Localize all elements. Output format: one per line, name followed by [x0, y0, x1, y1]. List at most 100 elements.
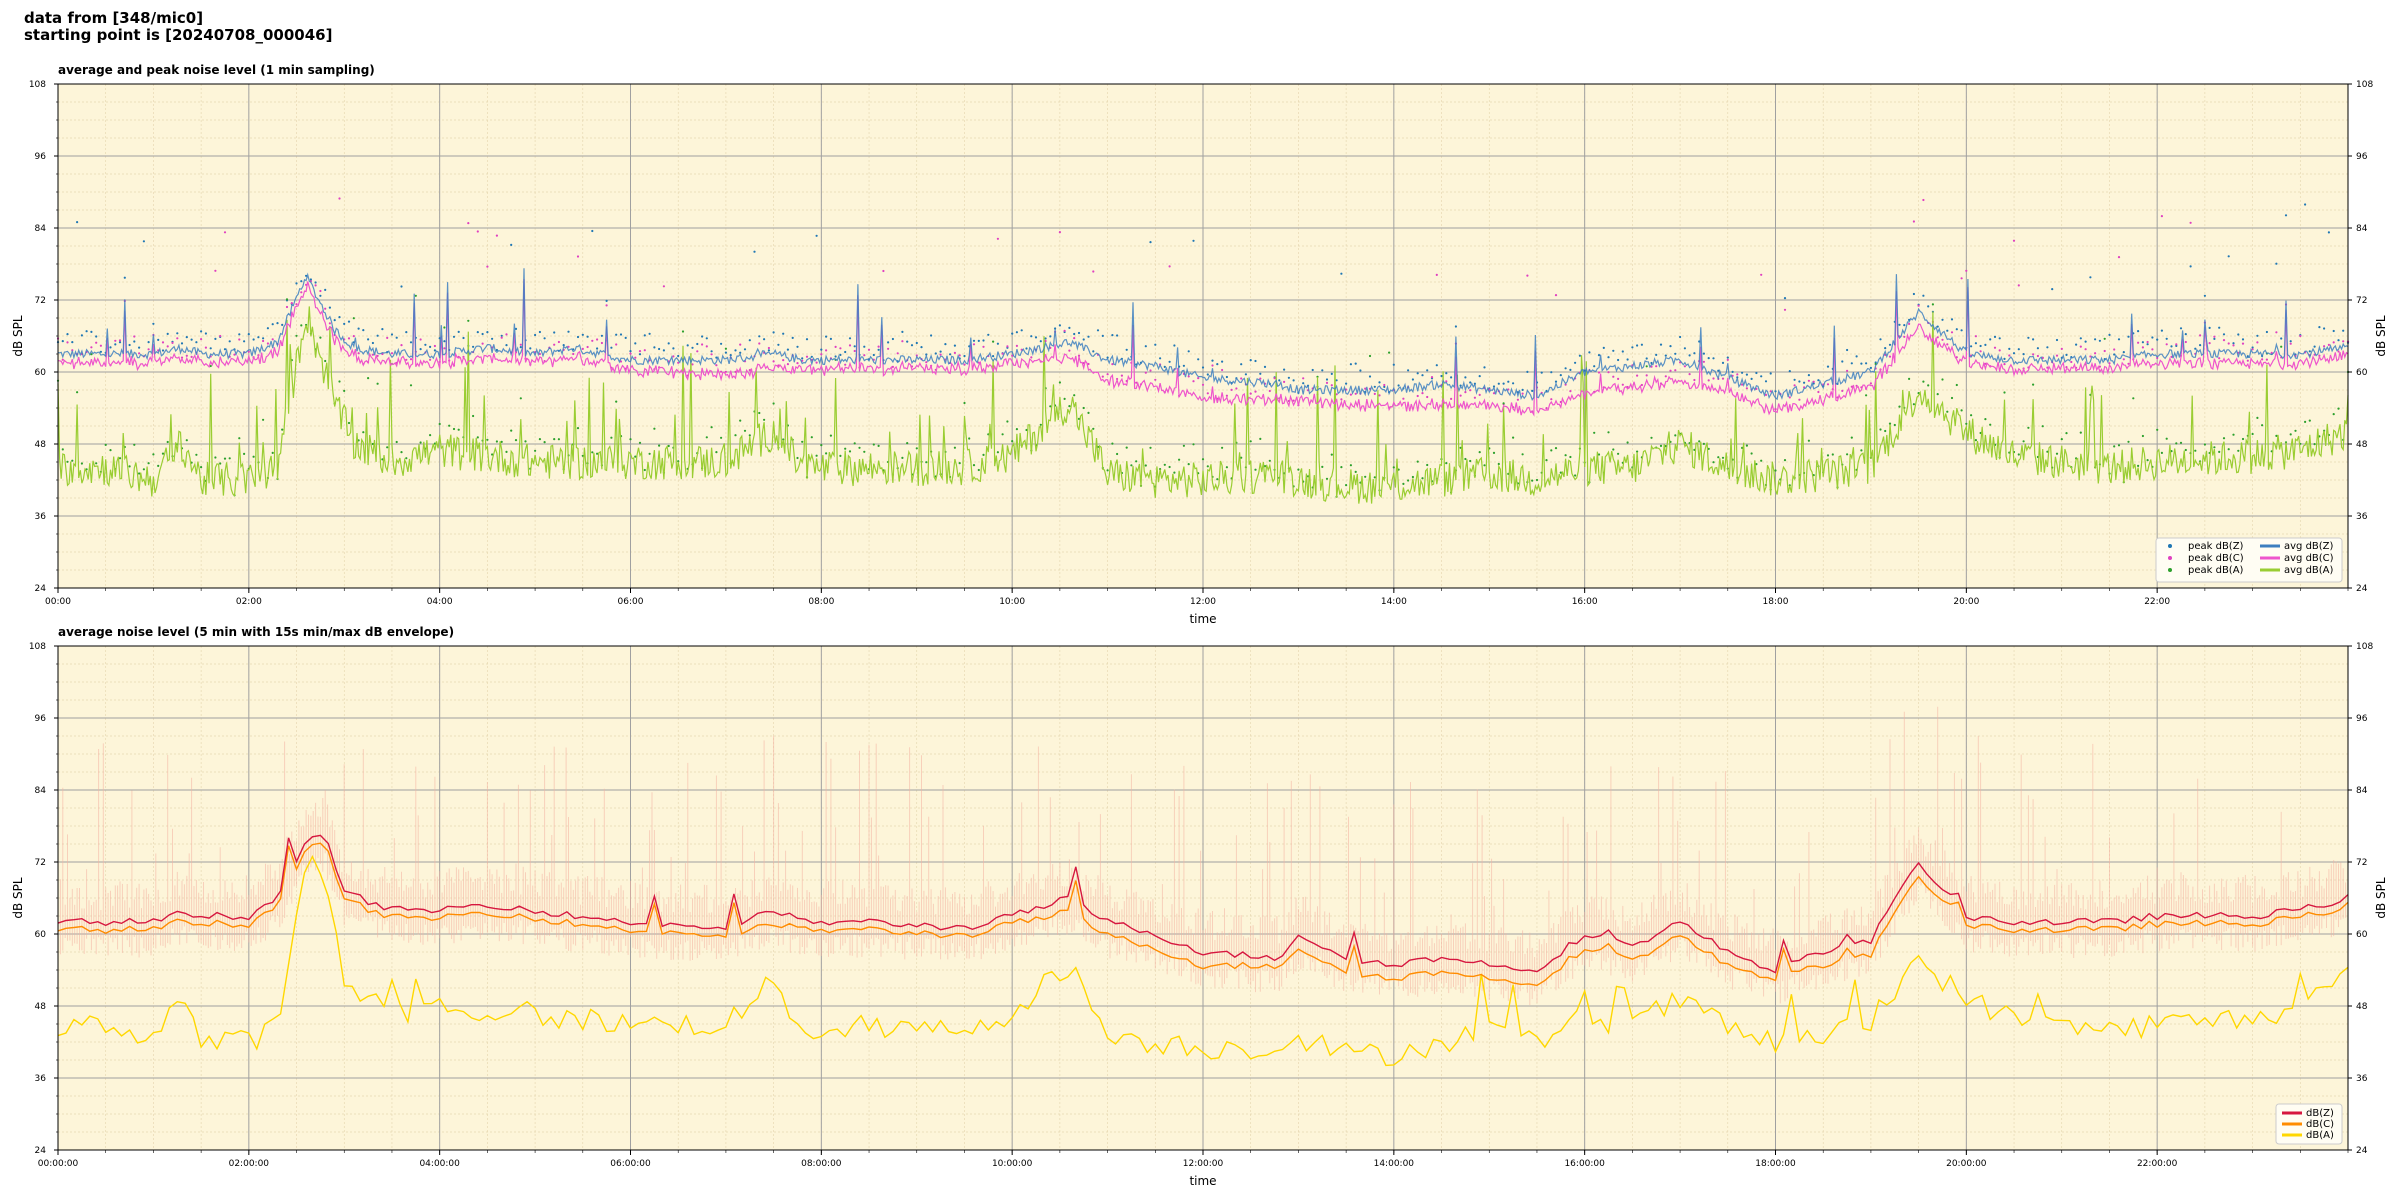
peak-a-marker	[1760, 459, 1763, 462]
peak-a-marker	[634, 455, 637, 458]
peak-z-marker	[1478, 375, 1481, 378]
peak-a-marker	[1960, 409, 1963, 412]
peak-c-marker	[1979, 350, 1982, 353]
peak-c-marker	[481, 342, 484, 345]
peak-a-marker	[2165, 437, 2168, 440]
peak-a-marker	[1240, 456, 1243, 459]
peak-c-marker	[1221, 368, 1224, 372]
peak-z-marker	[1521, 388, 1524, 391]
peak-a-marker	[2237, 449, 2240, 452]
peak-a-marker	[648, 452, 651, 455]
peak-a-marker	[848, 450, 852, 453]
peak-c-marker	[66, 341, 69, 344]
peak-c-marker	[820, 353, 823, 356]
peak-z-marker	[1254, 359, 1257, 363]
peak-z-marker	[1597, 354, 1601, 357]
peak-a-marker	[1402, 482, 1405, 485]
peak-a-marker	[271, 451, 274, 454]
peak-z-marker	[309, 278, 312, 281]
peak-z-marker	[462, 336, 465, 340]
peak-z-marker	[982, 339, 985, 342]
peak-z-marker	[190, 338, 193, 341]
peak-z-marker	[1712, 357, 1715, 360]
peak-z-marker	[2275, 262, 2278, 265]
peak-z-marker	[562, 344, 565, 347]
peak-c-marker	[1211, 364, 1214, 367]
peak-c-marker	[1998, 349, 2001, 352]
peak-c-marker	[1383, 383, 1386, 387]
peak-a-marker	[715, 451, 718, 454]
peak-a-marker	[476, 436, 479, 439]
peak-c-marker	[2184, 340, 2187, 344]
peak-z-marker	[1526, 370, 1529, 373]
peak-a-marker	[2227, 448, 2230, 451]
peak-z-marker	[1884, 347, 1887, 350]
peak-z-marker	[2046, 346, 2049, 349]
peak-z-marker	[1554, 380, 1558, 383]
peak-c-marker	[2265, 358, 2268, 361]
peak-a-marker	[1879, 428, 1882, 431]
peak-z-marker	[734, 349, 737, 352]
peak-a-marker	[1745, 444, 1748, 447]
peak-a-marker	[1345, 484, 1348, 487]
series-avg-dba	[57, 306, 2349, 504]
peak-a-marker	[2065, 432, 2068, 435]
peak-z-marker	[1201, 366, 1205, 369]
peak-c-marker	[2160, 215, 2163, 218]
peak-z-marker	[953, 344, 957, 347]
peak-a-marker	[1946, 410, 1949, 413]
peak-c-marker	[290, 302, 293, 305]
peak-z-marker	[810, 355, 813, 358]
peak-c-marker	[1168, 265, 1171, 268]
peak-c-marker	[1092, 270, 1095, 273]
peak-a-marker	[796, 456, 799, 460]
peak-z-marker	[1144, 345, 1147, 348]
peak-a-marker	[1445, 462, 1448, 465]
peak-z-marker	[638, 353, 642, 356]
peak-z-marker	[1182, 364, 1185, 367]
peak-a-marker	[219, 462, 222, 465]
legend: peak dB(Z)peak dB(C)peak dB(A)avg dB(Z)a…	[2155, 537, 2343, 583]
peak-c-marker	[1726, 358, 1729, 361]
peak-a-marker	[1950, 396, 1954, 400]
peak-c-marker	[1783, 308, 1787, 311]
peak-z-marker	[1636, 344, 1639, 347]
peak-c-marker	[2127, 362, 2130, 365]
peak-c-marker	[1936, 336, 1939, 339]
peak-z-marker	[1593, 365, 1596, 368]
peak-a-marker	[386, 446, 389, 449]
peak-z-marker	[796, 345, 799, 348]
peak-c-marker	[147, 348, 150, 351]
peak-c-marker	[1464, 391, 1467, 394]
peak-a-marker	[643, 468, 646, 472]
peak-z-marker	[1492, 385, 1496, 388]
peak-a-marker	[95, 462, 98, 465]
peak-a-marker	[2127, 440, 2130, 443]
peak-z-marker	[1454, 325, 1457, 328]
peak-a-marker	[429, 434, 432, 437]
peak-a-marker	[758, 411, 761, 415]
peak-c-marker	[1798, 398, 1801, 401]
peak-c-marker	[1235, 387, 1238, 390]
peak-z-marker	[1263, 365, 1267, 368]
peak-a-marker	[376, 382, 379, 385]
peak-a-marker	[1512, 436, 1515, 439]
peak-z-marker	[891, 337, 895, 341]
peak-z-marker	[2284, 214, 2288, 217]
peak-a-marker	[1826, 454, 1830, 457]
peak-c-marker	[1201, 383, 1205, 386]
y-axis-label-right: dB SPL	[2374, 877, 2388, 919]
peak-a-marker	[1354, 470, 1357, 473]
peak-a-marker	[1187, 463, 1190, 466]
peak-z-marker	[161, 349, 165, 352]
peak-c-marker	[2275, 331, 2278, 334]
peak-a-marker	[1216, 478, 1219, 481]
peak-z-marker	[1445, 372, 1448, 375]
peak-z-marker	[1392, 363, 1395, 366]
peak-z-marker	[1087, 335, 1090, 338]
peak-a-marker	[1221, 446, 1224, 449]
peak-z-marker	[61, 340, 64, 343]
peak-a-marker	[514, 439, 518, 442]
peak-a-marker	[1073, 394, 1076, 397]
peak-a-marker	[1068, 405, 1071, 408]
